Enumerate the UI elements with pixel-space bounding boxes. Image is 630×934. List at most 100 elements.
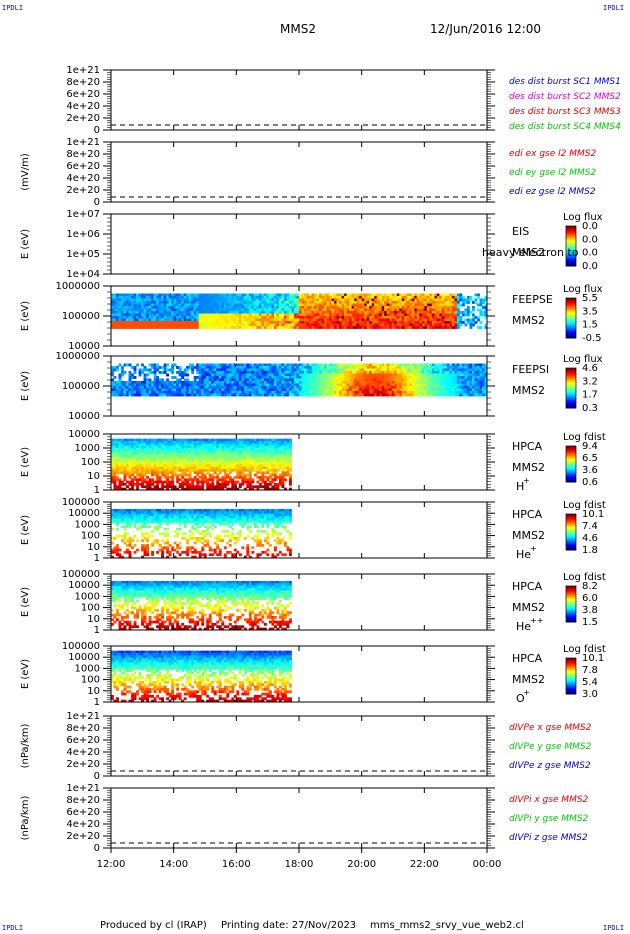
heat-cell xyxy=(293,296,297,299)
heat-cell xyxy=(351,368,355,372)
heat-cell xyxy=(191,381,195,384)
heat-cell xyxy=(439,306,443,309)
heat-cell xyxy=(389,308,393,312)
heat-cell xyxy=(401,293,405,297)
heat-cell xyxy=(329,311,332,314)
heat-cell xyxy=(171,469,175,472)
heat-cell xyxy=(339,378,343,382)
heat-cell xyxy=(146,318,149,322)
heat-cell xyxy=(236,306,240,309)
heat-cell xyxy=(121,450,124,454)
heat-cell xyxy=(176,478,180,482)
heat-cell xyxy=(464,298,468,302)
heat-cell xyxy=(283,303,287,307)
heat-cell xyxy=(409,303,413,307)
heat-cell xyxy=(446,368,450,372)
heat-cell xyxy=(281,316,285,319)
heat-cell xyxy=(156,311,160,314)
heat-cell xyxy=(238,378,242,382)
heat-cell xyxy=(218,368,222,372)
heat-cell xyxy=(324,316,327,319)
heat-cell xyxy=(141,452,144,456)
heat-cell xyxy=(263,323,267,327)
heat-cell xyxy=(359,313,363,317)
heat-cell xyxy=(233,378,237,382)
heat-cell xyxy=(471,378,475,382)
heat-cell xyxy=(311,371,315,374)
heat-cell xyxy=(118,303,122,307)
heat-cell xyxy=(439,366,443,369)
heat-cell xyxy=(256,316,260,319)
heat-cell xyxy=(286,388,290,392)
heat-cell xyxy=(253,391,257,394)
heat-cell xyxy=(454,386,458,389)
heat-cell xyxy=(256,298,260,302)
heat-cell xyxy=(183,459,187,463)
heat-cell xyxy=(141,368,144,372)
heat-cell xyxy=(389,298,393,302)
heat-cell xyxy=(431,293,435,297)
heat-cell xyxy=(326,298,330,302)
heat-cell xyxy=(434,363,438,367)
heat-cell xyxy=(456,323,460,327)
heat-cell xyxy=(153,363,157,367)
heat-cell xyxy=(424,306,428,309)
heat-cell xyxy=(291,293,295,297)
heat-cell xyxy=(331,308,335,312)
heat-cell xyxy=(426,388,430,392)
heat-cell xyxy=(128,378,132,382)
heat-cell xyxy=(424,321,428,324)
heat-cell xyxy=(273,381,277,384)
heat-cell xyxy=(163,457,167,461)
heat-cell xyxy=(176,438,180,442)
heat-cell xyxy=(261,323,265,327)
heat-cell xyxy=(471,371,475,374)
heat-cell xyxy=(163,393,167,397)
heat-cell xyxy=(153,393,157,397)
heat-cell xyxy=(454,308,458,312)
heat-cell xyxy=(316,308,320,312)
heat-cell xyxy=(203,391,207,394)
heat-cell xyxy=(261,306,265,309)
heat-cell xyxy=(198,366,202,369)
heat-cell xyxy=(121,296,124,299)
heat-cell xyxy=(158,464,162,468)
heat-cell xyxy=(228,381,232,384)
heat-cell xyxy=(143,306,147,309)
heat-cell xyxy=(158,448,162,451)
heat-cell xyxy=(444,321,448,324)
heat-cell xyxy=(446,363,450,367)
heat-cell xyxy=(196,301,200,304)
heat-cell xyxy=(138,393,142,397)
heat-cell xyxy=(416,391,420,394)
heat-cell xyxy=(136,452,139,456)
heat-cell xyxy=(451,318,455,322)
heat-cell xyxy=(391,306,395,309)
heat-cell xyxy=(419,311,423,314)
heat-cell xyxy=(436,393,440,397)
heat-cell xyxy=(479,381,483,384)
heat-cell xyxy=(256,306,260,309)
heat-cell xyxy=(131,383,134,387)
heat-cell xyxy=(148,478,152,482)
heat-cell xyxy=(401,311,405,314)
heat-cell xyxy=(324,306,327,309)
heat-cell xyxy=(309,306,312,309)
heat-cell xyxy=(321,366,325,369)
heat-cell xyxy=(186,308,190,312)
heat-cell xyxy=(143,383,147,387)
heat-cell xyxy=(173,311,177,314)
heat-cell xyxy=(153,373,157,377)
heat-cell xyxy=(146,391,149,394)
heat-cell xyxy=(449,366,453,369)
heat-cell xyxy=(356,373,360,377)
heat-cell xyxy=(203,386,207,389)
heat-cell xyxy=(171,311,175,314)
heat-cell xyxy=(268,366,272,369)
heat-cell xyxy=(128,388,132,392)
heat-cell xyxy=(459,366,463,369)
heat-cell xyxy=(258,391,262,394)
heat-cell xyxy=(133,318,137,322)
heat-cell xyxy=(399,321,403,324)
heat-cell xyxy=(113,326,117,329)
